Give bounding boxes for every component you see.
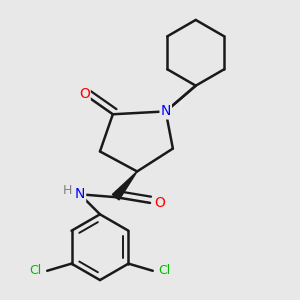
Text: H: H <box>62 184 72 196</box>
Text: O: O <box>154 196 165 210</box>
Polygon shape <box>112 171 137 200</box>
Text: N: N <box>75 187 85 201</box>
Text: Cl: Cl <box>30 264 42 277</box>
Text: Cl: Cl <box>158 264 170 277</box>
Text: O: O <box>79 87 90 101</box>
Text: N: N <box>160 104 171 118</box>
